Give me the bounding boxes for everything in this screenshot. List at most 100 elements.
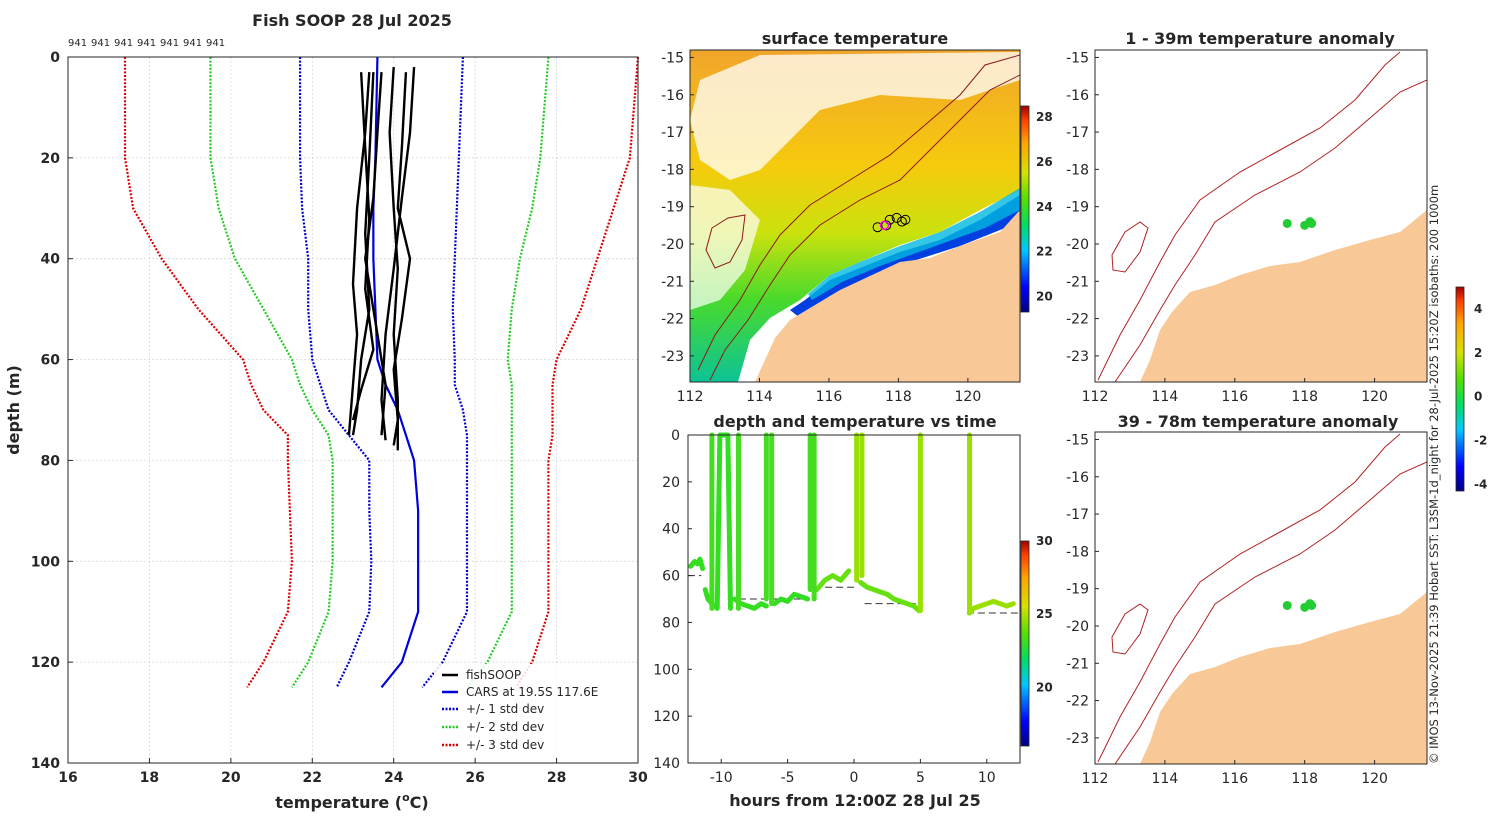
anomaly-colorbar-tick-1: -2 — [1474, 434, 1487, 448]
profile-y-tick-6: 120 — [31, 655, 60, 671]
anomaly-shallow-isobath-200 — [1114, 79, 1427, 382]
sd2-right-line — [466, 56, 550, 689]
anomaly-deep-points — [1282, 599, 1317, 612]
sst-axes-frame — [689, 49, 1021, 383]
anomaly-deep-y-tick-0: -15 — [1066, 432, 1089, 448]
anomaly-shallow-x-tick-3: 118 — [1291, 389, 1318, 405]
profile-id-0: 941 — [68, 38, 87, 49]
anomaly-shallow-island — [1111, 221, 1149, 273]
depth-time-colorbar-tick-2: 30 — [1036, 534, 1053, 548]
profile-y-label: depth (m) — [4, 365, 23, 455]
depth-time-colorbar-ticks: 20 25 30 — [1036, 534, 1053, 694]
depth-time-y-tick-1: 20 — [662, 475, 680, 491]
sst-cast-marker-1 — [881, 220, 892, 231]
sst-panel: surface temperature 112 114 116 118 120 -15 -1… — [661, 29, 1053, 405]
anomaly-shallow-title: 1 - 39m temperature anomaly — [1125, 29, 1395, 48]
depth-time-y-tick-7: 140 — [653, 756, 680, 772]
profile-x-label-main: temperature ( — [275, 793, 402, 812]
fish-profile-4 — [392, 72, 412, 446]
anomaly-deep-y-tick-1: -16 — [1066, 470, 1089, 486]
profile-y-tick-0: 0 — [50, 50, 60, 66]
depth-time-colorbar-tick-0: 20 — [1036, 680, 1053, 694]
depth-time-cast-1 — [702, 432, 733, 611]
sst-cars-location-marker — [879, 220, 890, 231]
sst-y-tick-8: -23 — [661, 349, 684, 365]
anomaly-deep-x-tick-1: 114 — [1152, 771, 1179, 787]
profile-x-label: temperature (oC) — [275, 791, 428, 812]
anomaly-deep-point-0 — [1282, 600, 1292, 610]
sst-y-tick-0: -15 — [661, 50, 684, 66]
anomaly-deep-y-tick-5: -20 — [1066, 619, 1089, 635]
sst-x-tick-2: 116 — [816, 389, 843, 405]
profile-x-tick-1: 18 — [140, 770, 159, 786]
profile-y-tick-4: 80 — [41, 453, 61, 469]
anomaly-deep-axes-frame — [1094, 431, 1428, 765]
sst-barrow-outline — [705, 214, 746, 269]
profile-grid — [67, 56, 639, 764]
profile-axes-frame — [67, 56, 639, 764]
depth-time-cast-0 — [688, 556, 706, 572]
sst-y-tick-4: -19 — [661, 200, 684, 216]
depth-time-colorbar — [1020, 540, 1030, 747]
sst-colorbar-tick-2: 24 — [1036, 200, 1053, 214]
sst-colorbar-tick-1: 22 — [1036, 245, 1053, 259]
profile-y-tick-3: 60 — [41, 353, 61, 369]
sst-cast-marker-2 — [884, 214, 895, 225]
depth-time-x-tick-2: 0 — [850, 770, 859, 786]
anomaly-shallow-land — [1140, 210, 1427, 382]
anomaly-shallow-panel: 1 - 39m temperature anomaly 112 114 116 118… — [1066, 29, 1428, 405]
profile-panel: Fish SOOP 28 Jul 2025 941 941 941 941 94… — [4, 11, 648, 812]
profile-id-row: 941 941 941 941 941 941 941 — [68, 38, 225, 49]
sst-isobath-200 — [709, 74, 1020, 381]
depth-time-x-tick-4: 10 — [978, 770, 996, 786]
anomaly-colorbar-tick-4: 4 — [1474, 302, 1482, 316]
sst-y-tick-5: -20 — [661, 237, 684, 253]
profile-lines — [123, 56, 640, 689]
anomaly-deep-x-tick-3: 118 — [1291, 771, 1318, 787]
sst-x-tick-1: 114 — [746, 389, 773, 405]
depth-time-y-tick-2: 40 — [662, 522, 680, 538]
depth-time-x-tick-0: -10 — [710, 770, 733, 786]
sst-y-tick-3: -18 — [661, 162, 684, 178]
depth-time-y-tick-5: 100 — [653, 662, 680, 678]
anomaly-shallow-y-tick-8: -23 — [1066, 349, 1089, 365]
profile-y-tick-1: 20 — [41, 151, 61, 167]
fish-profile-3 — [388, 67, 399, 451]
legend-box — [434, 664, 618, 756]
anomaly-deep-isobath-1000 — [1097, 433, 1401, 763]
anomaly-shallow-points — [1282, 217, 1317, 230]
anomaly-colorbar-tick-0: -4 — [1474, 477, 1487, 491]
anomaly-deep-y-tick-6: -21 — [1066, 656, 1089, 672]
legend-sd3: +/- 3 std dev — [466, 738, 544, 752]
depth-time-title: depth and temperature vs time — [713, 412, 996, 431]
profile-x-tick-6: 28 — [547, 770, 566, 786]
anomaly-shallow-y-tick-2: -17 — [1066, 125, 1089, 141]
profile-id-2: 941 — [114, 38, 133, 49]
anomaly-deep-y-tick-4: -19 — [1066, 582, 1089, 598]
anomaly-shallow-map — [1097, 51, 1427, 382]
depth-time-data — [688, 432, 1020, 616]
anomaly-shallow-x-tick-1: 114 — [1152, 389, 1179, 405]
anomaly-shallow-point-0 — [1282, 218, 1292, 228]
profile-id-1: 941 — [91, 38, 110, 49]
anomaly-shallow-x-tick-2: 116 — [1221, 389, 1248, 405]
sst-ticks: 112 114 116 118 120 -15 -16 -17 -18 -19 -20 -21 -22 -… — [661, 50, 981, 405]
profile-y-tick-7: 140 — [31, 756, 60, 772]
depth-time-colorbar-tick-1: 25 — [1036, 607, 1053, 621]
depth-time-panel: depth and temperature vs time -10 -5 0 5 100… — [653, 412, 1052, 810]
anomaly-shallow-y-tick-6: -21 — [1066, 274, 1089, 290]
anomaly-shallow-x-tick-4: 120 — [1361, 389, 1388, 405]
fish-profile-6 — [351, 72, 375, 421]
depth-time-x-tick-1: -5 — [781, 770, 795, 786]
anomaly-deep-x-tick-2: 116 — [1221, 771, 1248, 787]
depth-time-x-tick-3: 5 — [916, 770, 925, 786]
profile-x-tick-0: 16 — [58, 770, 77, 786]
depth-time-y-tick-0: 0 — [671, 428, 680, 444]
sst-colorbar-tick-4: 28 — [1036, 110, 1053, 124]
sst-y-tick-7: -22 — [661, 312, 684, 328]
anomaly-colorbar-tick-3: 2 — [1474, 346, 1482, 360]
sst-map-image — [690, 50, 1020, 382]
sst-title: surface temperature — [762, 29, 949, 48]
